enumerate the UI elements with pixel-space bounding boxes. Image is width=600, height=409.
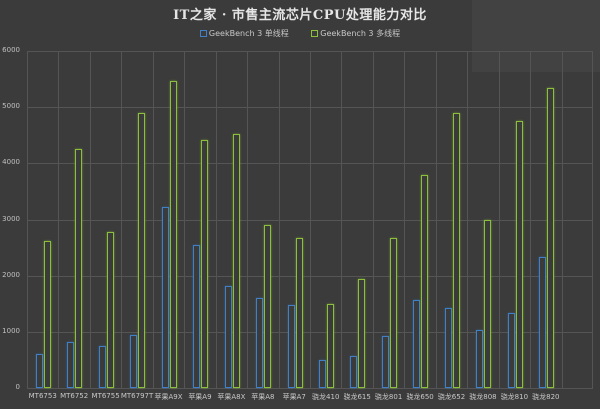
bar-multi[interactable] (44, 240, 51, 388)
x-tick-label: MT6755 (91, 392, 120, 400)
x-tick-label: 苹果A7 (282, 393, 306, 401)
gridline-vertical (310, 51, 311, 388)
x-tick-label: MT6797T (120, 392, 154, 400)
gridline-vertical (278, 51, 280, 388)
legend-swatch-multi-icon (311, 30, 319, 37)
bar-single[interactable] (161, 206, 169, 388)
bar-single[interactable] (256, 297, 264, 388)
x-tick-label: 骁龙410 (312, 393, 340, 401)
gridline-vertical (215, 51, 217, 388)
y-tick-label: 0 (15, 383, 20, 391)
legend-label-single: GeekBench 3 单线程 (208, 29, 289, 38)
bar-single[interactable] (539, 256, 547, 388)
bar-multi[interactable] (484, 219, 492, 388)
x-tick-label: 骁龙615 (343, 393, 371, 401)
bar-multi[interactable] (295, 237, 303, 388)
x-tick-label: 骁龙801 (374, 393, 403, 401)
bar-single[interactable] (130, 335, 138, 388)
bar-single[interactable] (319, 360, 326, 388)
bar-single[interactable] (98, 345, 106, 388)
gridline-vertical (498, 51, 500, 388)
bar-multi[interactable] (389, 238, 397, 388)
y-tick-label: 3000 (2, 214, 20, 223)
gridline-horizontal (27, 388, 593, 389)
chart-legend: GeekBench 3 单线程 GeekBench 3 多线程 (0, 28, 600, 39)
gridline-vertical (530, 51, 532, 388)
bar-multi[interactable] (547, 87, 555, 388)
bar-multi[interactable] (515, 121, 523, 388)
gridline-vertical (372, 51, 374, 388)
bar-multi[interactable] (421, 175, 429, 388)
y-tick-label: 6000 (2, 46, 20, 54)
x-tick-label: 骁龙650 (406, 393, 434, 401)
bar-multi[interactable] (452, 113, 460, 388)
y-tick-label: 1000 (2, 326, 20, 335)
gridline-vertical (341, 51, 343, 388)
chart-title: IT之家 · 市售主流芯片CPU处理能力对比 (173, 8, 427, 23)
gridline-vertical (89, 51, 91, 388)
x-tick-label: 苹果A9 (188, 393, 212, 401)
bar-multi[interactable] (358, 279, 366, 388)
bar-multi[interactable] (232, 133, 240, 388)
bar-single[interactable] (413, 300, 421, 388)
bar-multi[interactable] (138, 113, 146, 388)
x-tick-label: 苹果A8 (251, 393, 275, 401)
bar-multi[interactable] (75, 149, 83, 388)
bar-single[interactable] (67, 341, 75, 388)
legend-label-multi: GeekBench 3 多线程 (320, 29, 401, 38)
gridline-vertical (435, 51, 437, 388)
x-tick-label: 苹果A9X (154, 393, 183, 401)
gridline-vertical (467, 51, 469, 388)
bar-multi[interactable] (327, 304, 334, 388)
bar-single[interactable] (444, 308, 452, 388)
plot-area (27, 51, 593, 389)
gridline-vertical (561, 51, 563, 388)
x-tick-label: MT6752 (60, 392, 89, 400)
gridline-vertical (121, 51, 123, 388)
gridline-vertical (152, 51, 154, 388)
y-tick-label: 2000 (2, 270, 20, 279)
legend-item-single[interactable]: GeekBench 3 单线程 (199, 28, 289, 39)
bar-single[interactable] (193, 245, 201, 388)
gridline-vertical (184, 51, 186, 388)
bar-single[interactable] (381, 335, 389, 388)
bar-multi[interactable] (264, 225, 272, 388)
gridline-vertical (404, 51, 406, 388)
legend-swatch-single-icon (199, 30, 207, 37)
x-tick-label: 骁龙820 (532, 393, 560, 401)
x-tick-label: 骁龙652 (437, 393, 466, 401)
gridline-vertical (247, 51, 249, 388)
x-tick-label: 苹果A8X (217, 393, 246, 401)
bar-multi[interactable] (169, 80, 177, 388)
bar-single[interactable] (476, 330, 484, 388)
gridline-vertical (58, 51, 60, 388)
background-overlay (472, 0, 600, 72)
bar-single[interactable] (287, 304, 295, 388)
bar-single[interactable] (350, 355, 358, 388)
x-tick-label: MT6753 (28, 392, 57, 400)
x-tick-label: 骁龙810 (500, 393, 529, 401)
y-tick-label: 5000 (2, 102, 20, 111)
bar-single[interactable] (224, 286, 232, 388)
bar-single[interactable] (507, 312, 515, 388)
y-tick-label: 4000 (2, 158, 20, 167)
bar-single[interactable] (36, 354, 43, 388)
bar-multi[interactable] (106, 232, 114, 388)
bar-multi[interactable] (201, 139, 209, 388)
x-tick-label: 骁龙808 (469, 393, 497, 401)
gridline-vertical (592, 51, 593, 388)
legend-item-multi[interactable]: GeekBench 3 多线程 (311, 28, 400, 39)
gridline-vertical (27, 51, 28, 388)
